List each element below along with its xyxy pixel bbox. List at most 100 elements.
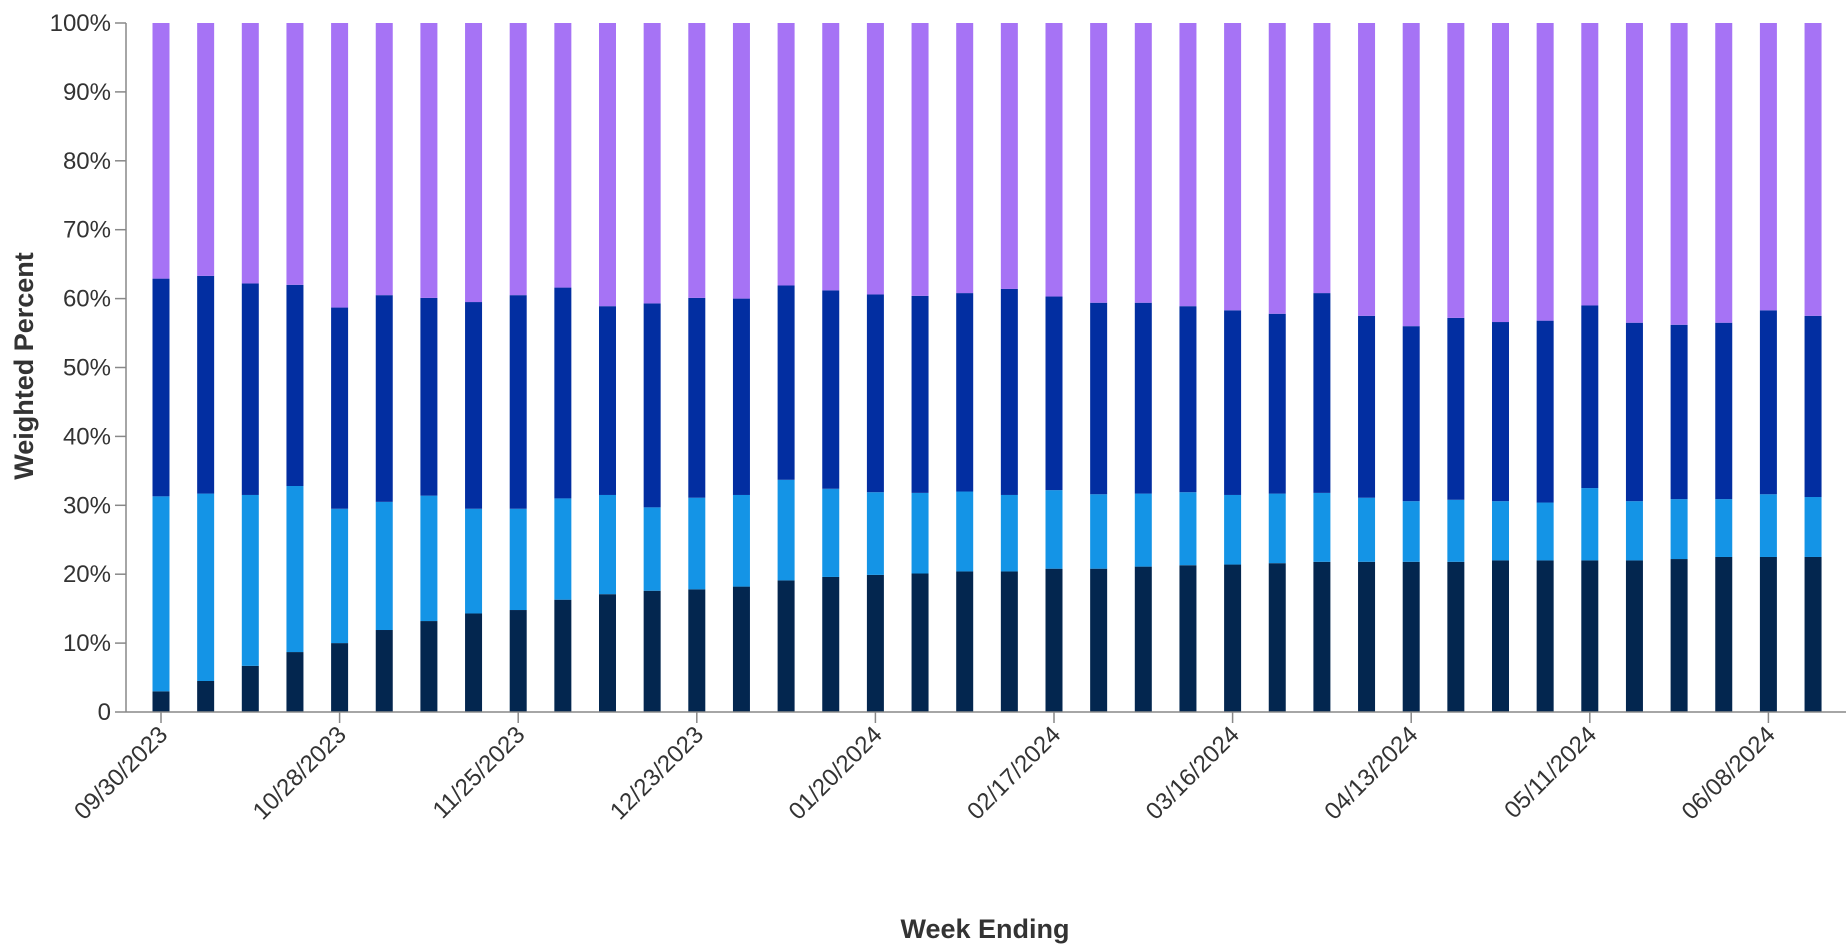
- bar-segment: [1000, 571, 1018, 712]
- bar-segment: [331, 307, 349, 509]
- bar-segment: [420, 495, 438, 622]
- bar-segment: [822, 576, 840, 712]
- bar-segment: [1000, 288, 1018, 495]
- bar-segment: [1581, 23, 1599, 306]
- bar-segment: [331, 643, 349, 712]
- y-tick-label: 30%: [63, 492, 111, 519]
- bar-segment: [554, 23, 572, 288]
- bar-segment: [1224, 564, 1242, 712]
- bar-segment: [1045, 568, 1063, 712]
- bar-segment: [643, 590, 661, 712]
- bar-segment: [911, 295, 929, 493]
- bar-segment: [1670, 324, 1688, 500]
- x-tick-label: 11/25/2023: [428, 721, 531, 824]
- y-tick-label: 90%: [63, 79, 111, 106]
- bar-segment: [911, 492, 929, 574]
- bar-segment: [1224, 23, 1242, 311]
- y-tick-label: 0: [98, 699, 111, 726]
- bar-segment: [599, 306, 616, 495]
- bar-segment: [777, 479, 795, 581]
- bar-segment: [197, 681, 215, 712]
- bar-segment: [1625, 23, 1643, 323]
- bar-segment: [1045, 23, 1063, 297]
- bar-segment: [1804, 315, 1822, 498]
- bar-segment: [688, 297, 706, 498]
- bar-segment: [241, 23, 259, 284]
- bar-segment: [1536, 502, 1554, 561]
- bar-segment: [1134, 23, 1152, 303]
- bar-segment: [375, 295, 393, 502]
- bar-segment: [152, 496, 170, 692]
- bar-segment: [554, 287, 572, 499]
- bar-segment: [1759, 556, 1777, 712]
- bar-segment: [1759, 494, 1777, 557]
- bar-segment: [777, 23, 795, 286]
- bar-segment: [732, 494, 750, 587]
- bar-segment: [1625, 560, 1643, 712]
- x-axis-title: Week Ending: [900, 914, 1069, 944]
- bar-segment: [509, 23, 527, 296]
- bar-segment: [1625, 501, 1643, 561]
- bar-segment: [1759, 23, 1777, 311]
- bar-segment: [465, 23, 483, 303]
- bar-segment: [1670, 559, 1688, 712]
- bar-segment: [1715, 499, 1733, 557]
- bar-segment: [197, 493, 215, 681]
- bar-segment: [1313, 492, 1331, 562]
- bar-segment: [1715, 322, 1733, 500]
- y-axis: 0 10% 20% 30% 40% 50% 60% 70% 80% 90% 100%: [50, 10, 127, 726]
- bar-segment: [1492, 23, 1509, 323]
- bar-segment: [1804, 556, 1822, 712]
- bar-segment: [1625, 322, 1643, 502]
- bar-segment: [375, 23, 393, 296]
- bar-segment: [465, 508, 483, 614]
- bar-segment: [1045, 296, 1063, 491]
- bar-segment: [956, 491, 974, 572]
- bar-segment: [1536, 23, 1554, 321]
- x-tick-label: 09/30/2023: [69, 721, 173, 825]
- bar-segment: [1045, 490, 1063, 569]
- bar-segment: [1090, 568, 1108, 712]
- bar-segment: [1715, 23, 1733, 323]
- bar-segment: [1759, 310, 1777, 495]
- bar-segment: [554, 498, 572, 600]
- bar-segment: [1358, 23, 1376, 316]
- bar-segment: [1447, 561, 1465, 712]
- bar-segment: [1715, 556, 1733, 712]
- bar-segment: [509, 610, 527, 712]
- bar-segment: [1179, 23, 1197, 307]
- bar-segment: [866, 294, 884, 493]
- bar-segment: [465, 302, 483, 509]
- x-tick-label: 12/23/2023: [605, 721, 709, 825]
- bar-segment: [599, 494, 616, 595]
- y-tick-label: 60%: [63, 286, 111, 313]
- bar-segment: [956, 23, 974, 294]
- x-tick-label: 10/28/2023: [248, 721, 352, 825]
- bar-segment: [331, 23, 349, 308]
- bar-segment: [1179, 306, 1197, 493]
- y-tick-label: 10%: [63, 630, 111, 657]
- bar-segment: [554, 599, 572, 712]
- bar-segment: [1447, 317, 1465, 500]
- bar-segment: [1358, 561, 1376, 712]
- bar-segment: [465, 613, 483, 712]
- bar-segment: [643, 303, 661, 508]
- bar-segment: [643, 507, 661, 591]
- y-tick-label: 80%: [63, 148, 111, 175]
- bar-segment: [1581, 488, 1599, 561]
- x-tick-label: 05/11/2024: [1499, 721, 1602, 824]
- bar-segment: [1134, 566, 1152, 712]
- bar-segment: [822, 23, 840, 291]
- bar-segment: [956, 571, 974, 712]
- bar-segment: [152, 278, 170, 497]
- bar-segment: [1536, 560, 1554, 712]
- bar-segment: [1402, 23, 1420, 327]
- bar-segment: [1000, 23, 1018, 289]
- bar-segment: [1536, 320, 1554, 503]
- bar-segment: [1313, 23, 1331, 294]
- bar-segment: [1358, 497, 1376, 562]
- bar-segment: [1134, 493, 1152, 567]
- bar-segment: [1224, 310, 1242, 495]
- bar-segment: [777, 580, 795, 712]
